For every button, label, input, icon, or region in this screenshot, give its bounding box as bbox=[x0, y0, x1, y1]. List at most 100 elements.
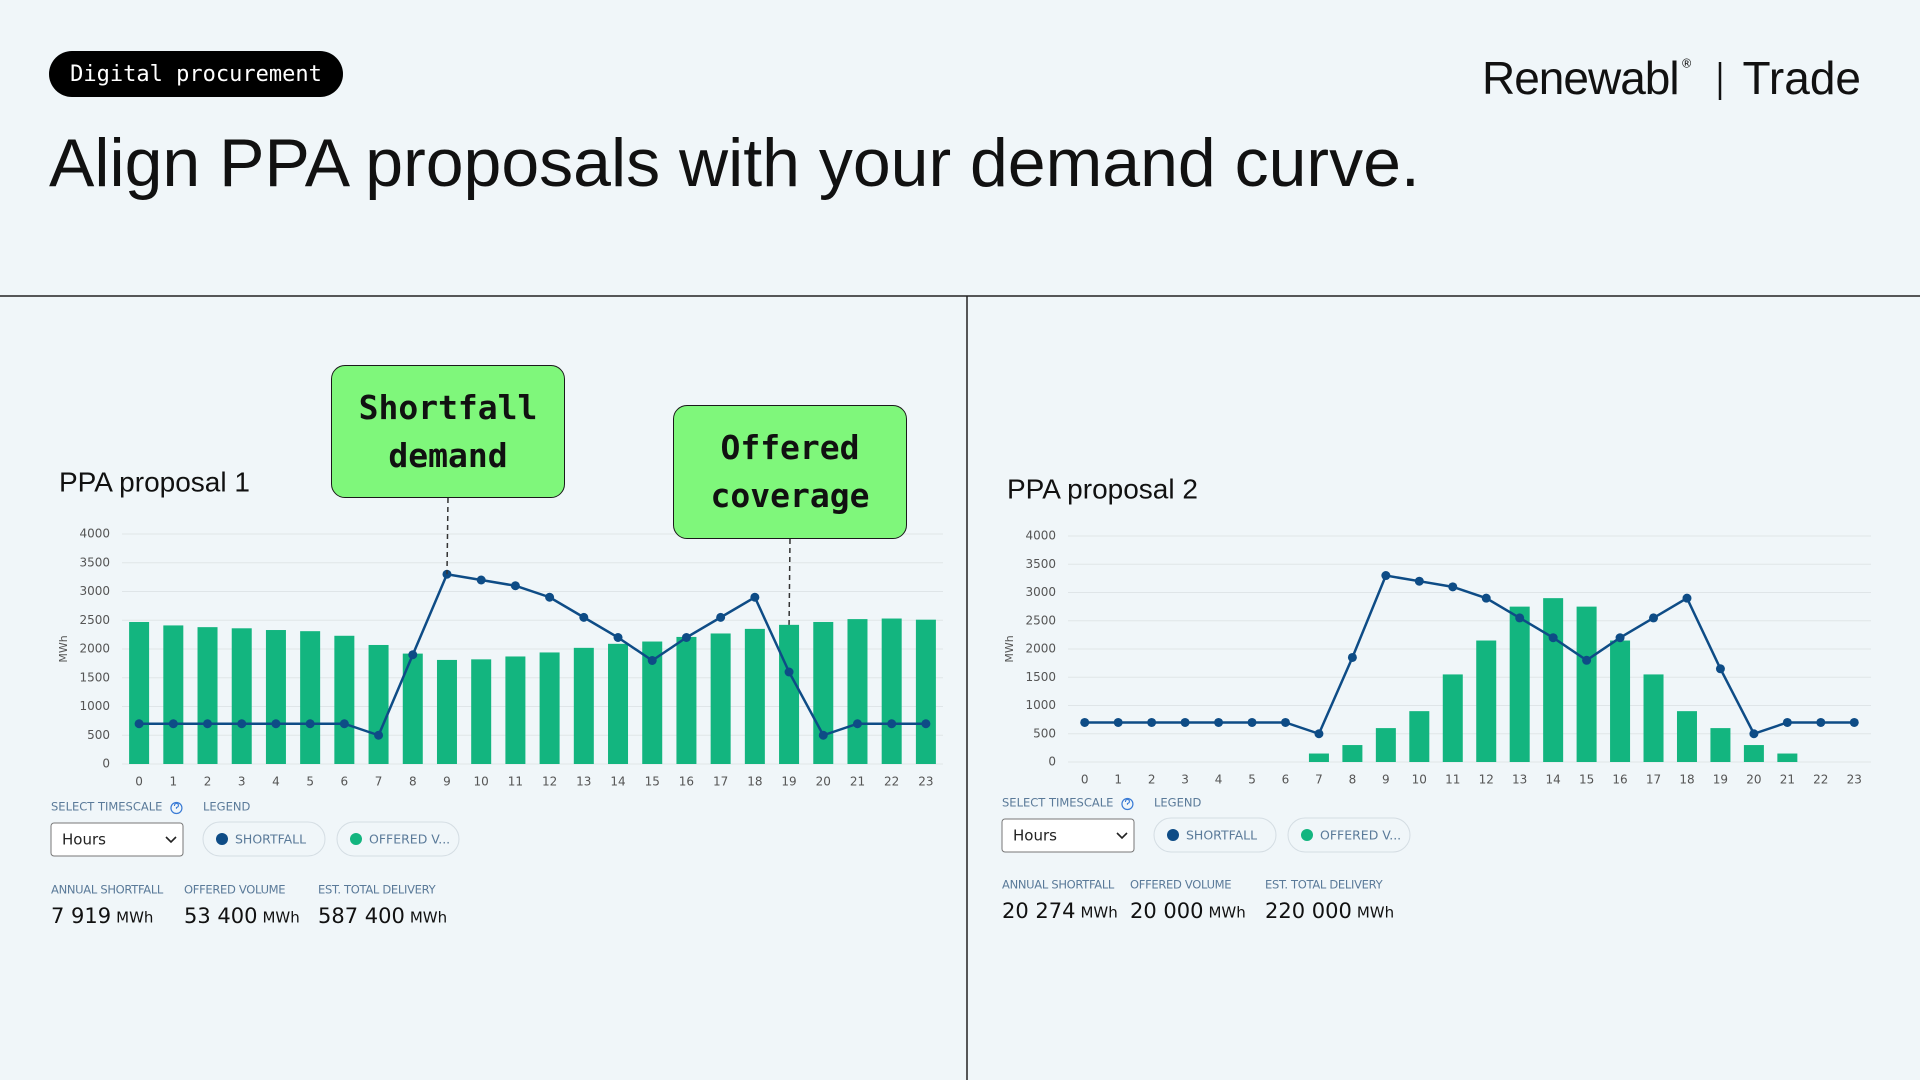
x-tick-label: 9 bbox=[1382, 773, 1390, 787]
line-point bbox=[1113, 717, 1123, 727]
select-arrow bbox=[165, 836, 177, 844]
x-tick-label: 14 bbox=[1546, 773, 1561, 787]
legend-item[interactable] bbox=[1153, 817, 1277, 853]
line-point bbox=[1849, 717, 1859, 727]
stat-unit: MWh bbox=[1208, 904, 1245, 922]
x-tick-label: 4 bbox=[272, 775, 280, 789]
y-tick-label: 2000 bbox=[79, 642, 110, 656]
x-tick-label: 16 bbox=[1612, 773, 1627, 787]
line-point bbox=[1280, 717, 1290, 727]
select-arrow bbox=[1116, 832, 1128, 840]
line-point bbox=[271, 719, 281, 729]
line-point bbox=[510, 581, 520, 591]
bar bbox=[1710, 728, 1731, 762]
y-tick-label: 0 bbox=[1048, 755, 1056, 769]
x-tick-label: 22 bbox=[1813, 773, 1828, 787]
stat-value: 220 000 bbox=[1265, 899, 1352, 923]
line-point bbox=[545, 592, 555, 602]
timescale-select[interactable] bbox=[1001, 818, 1135, 853]
y-tick-label: 3500 bbox=[1025, 557, 1056, 571]
y-tick-label: 3000 bbox=[79, 584, 110, 598]
legend-swatch bbox=[216, 833, 228, 845]
line-point bbox=[1548, 633, 1558, 643]
bar bbox=[1509, 606, 1530, 762]
line-point bbox=[1615, 633, 1625, 643]
x-tick-label: 13 bbox=[1512, 773, 1527, 787]
line bbox=[139, 572, 926, 737]
line-point bbox=[1782, 717, 1792, 727]
y-tick-label: 4000 bbox=[1025, 529, 1056, 543]
legend-swatch bbox=[1167, 829, 1179, 841]
x-tick-label: 10 bbox=[1412, 773, 1427, 787]
legend-item[interactable] bbox=[1287, 817, 1411, 853]
x-tick-label: 23 bbox=[918, 775, 933, 789]
x-tick-label: 19 bbox=[1713, 773, 1728, 787]
x-tick-label: 19 bbox=[781, 775, 796, 789]
timescale-select[interactable] bbox=[50, 822, 184, 857]
bar bbox=[1342, 745, 1363, 762]
help-icon bbox=[1124, 798, 1130, 805]
x-tick-label: 11 bbox=[1445, 773, 1460, 787]
help-icon bbox=[170, 801, 183, 815]
annotation: Shortfall demand bbox=[331, 365, 565, 498]
line-point bbox=[818, 730, 828, 740]
annotation-connector bbox=[446, 497, 449, 575]
bar bbox=[368, 644, 389, 764]
line-point bbox=[339, 719, 349, 729]
bar bbox=[710, 633, 731, 764]
bar bbox=[1610, 640, 1631, 762]
line-point bbox=[1314, 729, 1324, 739]
line-point bbox=[852, 719, 862, 729]
legend-item[interactable] bbox=[202, 821, 326, 857]
stat-unit: MWh bbox=[1080, 904, 1117, 922]
bar bbox=[163, 625, 184, 764]
line-point bbox=[1816, 717, 1826, 727]
stat-value: 20 274 bbox=[1002, 899, 1075, 923]
stat-label: EST. TOTAL DELIVERY bbox=[1265, 878, 1384, 892]
x-tick-label: 21 bbox=[1780, 773, 1795, 787]
line-point bbox=[716, 612, 726, 622]
chart-title: PPA proposal 2 bbox=[1007, 473, 1198, 504]
x-tick-label: 15 bbox=[1579, 773, 1594, 787]
x-tick-label: 4 bbox=[1215, 773, 1223, 787]
legend-text: OFFERED V... bbox=[1320, 828, 1401, 843]
legend-swatch bbox=[350, 833, 362, 845]
line-point bbox=[784, 667, 794, 677]
x-tick-label: 14 bbox=[610, 775, 625, 789]
line-point bbox=[1180, 717, 1190, 727]
timescale-value: Hours bbox=[62, 831, 106, 849]
stat-label: ANNUAL SHORTFALL bbox=[1002, 878, 1115, 892]
line-point bbox=[647, 656, 657, 665]
y-tick-label: 1500 bbox=[79, 670, 110, 684]
line-point bbox=[921, 719, 931, 729]
bar bbox=[915, 619, 936, 764]
stat-value: 53 400 bbox=[184, 904, 257, 928]
annotation-connector bbox=[788, 538, 791, 625]
bar bbox=[505, 656, 526, 764]
line-point bbox=[1515, 613, 1525, 623]
control-label: SELECT TIMESCALE bbox=[1002, 796, 1113, 810]
line-point bbox=[1582, 655, 1592, 665]
stat-label: OFFERED VOLUME bbox=[184, 883, 285, 897]
line bbox=[1084, 574, 1855, 736]
bar bbox=[1375, 728, 1396, 762]
y-tick-label: 1000 bbox=[79, 699, 110, 713]
legend-text: SHORTFALL bbox=[235, 832, 306, 847]
x-tick-label: 8 bbox=[1349, 773, 1357, 787]
legend-label: LEGEND bbox=[203, 800, 250, 814]
bar bbox=[1476, 640, 1497, 762]
line-point bbox=[408, 650, 418, 660]
y-tick-label: 2500 bbox=[1025, 613, 1056, 627]
bar bbox=[1743, 745, 1764, 762]
bar bbox=[1643, 674, 1664, 762]
brand-mark: ® bbox=[1681, 57, 1693, 71]
x-tick-label: 5 bbox=[1248, 773, 1256, 787]
line-point bbox=[237, 719, 247, 729]
legend-label: LEGEND bbox=[1154, 796, 1201, 810]
bar bbox=[402, 653, 423, 764]
bar bbox=[300, 631, 321, 764]
bar bbox=[813, 621, 834, 764]
legend-item[interactable] bbox=[336, 821, 460, 857]
page-title: Align PPA proposals with your demand cur… bbox=[49, 125, 1420, 201]
